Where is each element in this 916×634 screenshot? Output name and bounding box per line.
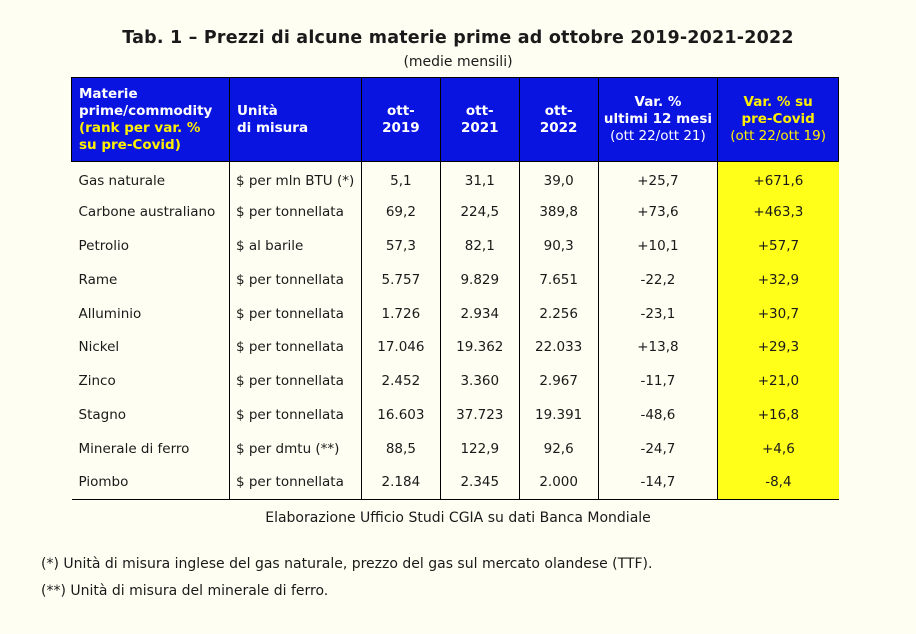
var-12-months: +10,1 <box>597 229 718 263</box>
value-2021: 37.723 <box>439 398 520 432</box>
table-row: Alluminio $ per tonnellata 1.726 2.934 2… <box>72 296 839 331</box>
value-2021: 2.934 <box>439 296 520 331</box>
var-12-months: +13,8 <box>597 330 718 365</box>
commodity-name: Piombo <box>71 465 230 500</box>
var-pre-covid: +32,9 <box>717 262 839 297</box>
value-2022: 92,6 <box>518 431 599 466</box>
value-2022: 7.651 <box>518 262 599 297</box>
value-2021: 122,9 <box>439 431 520 466</box>
var-12-months: -23,1 <box>597 296 718 331</box>
value-2022: 2.256 <box>518 296 599 331</box>
var-12-months: -24,7 <box>597 431 718 466</box>
table-row: Rame $ per tonnellata 5.757 9.829 7.651 … <box>72 262 839 297</box>
commodity-name: Petrolio <box>78 237 130 254</box>
header-var-pre-covid: Var. % su pre-Covid (ott 22/ott 19) <box>717 77 839 162</box>
var-12-months: -14,7 <box>597 465 718 500</box>
header-oct-2019: ott- 2019 <box>360 77 441 162</box>
value-2019: 5.757 <box>360 262 441 297</box>
value-2022: 389,8 <box>518 195 599 230</box>
value-2021: 19.362 <box>439 330 520 365</box>
var-pre-covid: +16,8 <box>717 398 839 432</box>
var-pre-covid: +57,7 <box>717 229 839 263</box>
table-row: Zinco $ per tonnellata 2.452 3.360 2.967… <box>72 364 839 399</box>
value-2019: 57,3 <box>360 229 441 263</box>
value-2022: 2.967 <box>518 364 599 399</box>
unit-cell: $ per dmtu (**) <box>228 431 362 466</box>
value-2021: 82,1 <box>439 229 520 263</box>
value-2019: 1.726 <box>360 296 441 331</box>
value-2019: 17.046 <box>360 330 441 365</box>
value-2022: 19.391 <box>518 398 599 432</box>
unit-cell: $ per mln BTU (*) <box>228 161 362 196</box>
commodity-name: Nickel <box>78 339 120 356</box>
table-row: Carbone australiano $ per tonnellata 69,… <box>72 195 839 230</box>
table-title: Tab. 1 – Prezzi di alcune materie prime … <box>122 28 794 48</box>
value-2022: 39,0 <box>518 161 599 196</box>
var-pre-covid: +30,7 <box>717 296 839 331</box>
commodity-name: Zinco <box>78 373 116 390</box>
unit-cell: $ al barile <box>228 229 362 263</box>
commodity-name: Minerale di ferro <box>78 440 190 457</box>
unit-cell: $ per tonnellata <box>228 195 362 230</box>
commodity-name: Rame <box>78 271 118 288</box>
value-2021: 9.829 <box>439 262 520 297</box>
value-2019: 2.452 <box>360 364 441 399</box>
value-2019: 5,1 <box>360 161 441 196</box>
var-pre-covid: +671,6 <box>717 161 839 196</box>
header-oct-2022: ott- 2022 <box>518 77 599 162</box>
value-2022: 22.033 <box>518 330 599 365</box>
var-12-months: +73,6 <box>597 195 718 230</box>
value-2021: 2.345 <box>439 465 520 500</box>
unit-cell: $ per tonnellata <box>228 262 362 297</box>
footnote-iron-unit: (**) Unità di misura del minerale di fer… <box>41 583 329 599</box>
header-row: Materie prime/commodity (rank per var. %… <box>71 77 839 162</box>
value-2022: 2.000 <box>518 465 599 500</box>
table-row: Gas naturale $ per mln BTU (*) 5,1 31,1 … <box>72 161 839 196</box>
footnote-gas-unit: (*) Unità di misura inglese del gas natu… <box>41 556 653 572</box>
commodity-name: Stagno <box>78 406 127 423</box>
var-pre-covid: +21,0 <box>717 364 839 399</box>
table-row: Nickel $ per tonnellata 17.046 19.362 22… <box>72 330 839 365</box>
var-pre-covid: +4,6 <box>717 431 839 466</box>
value-2019: 2.184 <box>360 465 441 500</box>
var-12-months: -48,6 <box>597 398 718 432</box>
var-12-months: -22,2 <box>597 262 718 297</box>
value-2021: 31,1 <box>439 161 520 196</box>
unit-cell: $ per tonnellata <box>228 465 362 500</box>
value-2019: 69,2 <box>360 195 441 230</box>
table-subtitle: (medie mensili) <box>403 54 513 70</box>
header-commodity: Materie prime/commodity (rank per var. %… <box>71 77 230 162</box>
header-oct-2021: ott- 2021 <box>439 77 520 162</box>
table-row: Stagno $ per tonnellata 16.603 37.723 19… <box>72 398 839 432</box>
var-12-months: -11,7 <box>597 364 718 399</box>
var-pre-covid: -8,4 <box>717 465 839 500</box>
header-unit: Unità di misura <box>228 77 362 162</box>
table-row: Petrolio $ al barile 57,3 82,1 90,3 +10,… <box>72 229 839 263</box>
unit-cell: $ per tonnellata <box>228 398 362 432</box>
table-row: Minerale di ferro $ per dmtu (**) 88,5 1… <box>72 431 839 466</box>
unit-cell: $ per tonnellata <box>228 364 362 399</box>
value-2021: 3.360 <box>439 364 520 399</box>
value-2019: 16.603 <box>360 398 441 432</box>
var-pre-covid: +463,3 <box>717 195 839 230</box>
commodity-name: Alluminio <box>78 305 142 322</box>
commodity-name: Carbone australiano <box>78 204 216 221</box>
commodity-prices-table: Materie prime/commodity (rank per var. %… <box>71 77 839 500</box>
unit-cell: $ per tonnellata <box>228 296 362 331</box>
value-2021: 224,5 <box>439 195 520 230</box>
table-row: Piombo $ per tonnellata 2.184 2.345 2.00… <box>71 465 839 500</box>
unit-cell: $ per tonnellata <box>228 330 362 365</box>
value-2022: 90,3 <box>518 229 599 263</box>
source-note: Elaborazione Ufficio Studi CGIA su dati … <box>265 510 651 526</box>
var-12-months: +25,7 <box>597 161 718 196</box>
value-2019: 88,5 <box>360 431 441 466</box>
header-var-12-months: Var. % ultimi 12 mesi (ott 22/ott 21) <box>597 77 719 162</box>
commodity-name: Gas naturale <box>78 172 166 189</box>
var-pre-covid: +29,3 <box>717 330 839 365</box>
